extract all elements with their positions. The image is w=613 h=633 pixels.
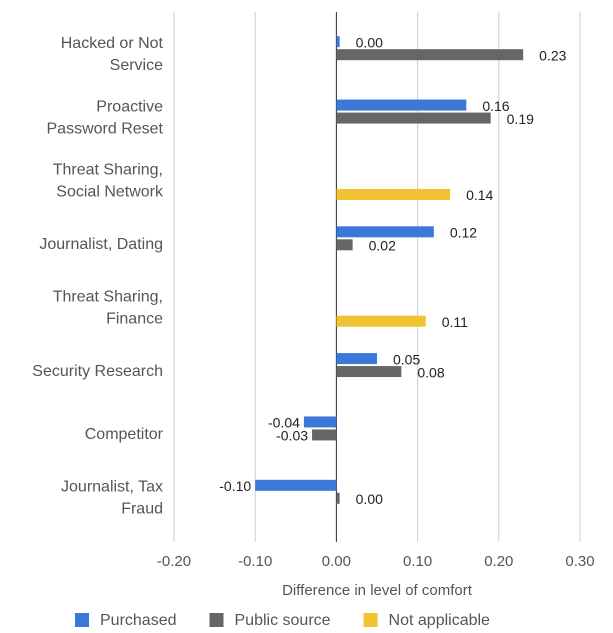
category-label: Threat Sharing, <box>53 288 163 305</box>
value-label: 0.08 <box>417 364 444 380</box>
bar <box>336 315 426 327</box>
legend-swatch <box>363 613 378 627</box>
category-label: Hacked or Not <box>61 35 164 52</box>
value-label: 0.12 <box>450 225 477 241</box>
value-label: 0.14 <box>466 187 493 203</box>
bar <box>336 226 434 238</box>
category-label: Service <box>110 57 163 74</box>
value-label: -0.04 <box>268 415 300 431</box>
bar <box>303 416 337 428</box>
category-label: Proactive <box>96 98 163 115</box>
legend-label: Not applicable <box>389 612 491 629</box>
bar <box>336 112 491 124</box>
bar <box>336 366 402 378</box>
legend-swatch <box>75 613 89 627</box>
x-tick-label: 0.10 <box>403 553 432 570</box>
x-tick-label: -0.10 <box>238 553 272 570</box>
bar <box>336 188 451 200</box>
value-label: 0.19 <box>507 111 534 127</box>
bar <box>312 429 337 441</box>
legend-label: Purchased <box>100 612 177 629</box>
bar <box>255 479 337 491</box>
legend-label: Public source <box>235 612 331 629</box>
x-tick-label: -0.20 <box>157 553 191 570</box>
value-label: 0.23 <box>539 47 566 63</box>
category-label: Fraud <box>121 501 163 518</box>
value-label: -0.03 <box>276 428 308 444</box>
category-label: Threat Sharing, <box>53 162 163 179</box>
x-tick-label: 0.20 <box>484 553 513 570</box>
category-label: Social Network <box>56 184 164 201</box>
bar <box>336 239 353 251</box>
category-label: Competitor <box>85 426 164 443</box>
category-label: Security Research <box>32 363 163 380</box>
category-label: Finance <box>106 310 163 327</box>
value-label: 0.05 <box>393 351 420 367</box>
x-tick-label: 0.30 <box>565 553 594 570</box>
x-axis-title: Difference in level of comfort <box>282 582 473 599</box>
bar <box>336 49 524 61</box>
category-label: Journalist, Tax <box>61 479 163 496</box>
bar <box>336 353 377 365</box>
bar <box>336 492 340 504</box>
value-label: 0.00 <box>356 491 383 507</box>
category-label: Password Reset <box>47 120 164 137</box>
bar <box>336 99 467 111</box>
category-label: Journalist, Dating <box>39 236 163 253</box>
bar <box>336 36 340 48</box>
legend-swatch <box>209 613 224 627</box>
value-label: 0.16 <box>482 98 509 114</box>
value-label: 0.02 <box>369 238 396 254</box>
x-tick-label: 0.00 <box>322 553 351 570</box>
value-label: 0.00 <box>356 34 383 50</box>
value-label: 0.11 <box>442 314 468 330</box>
value-label: -0.10 <box>219 478 251 494</box>
